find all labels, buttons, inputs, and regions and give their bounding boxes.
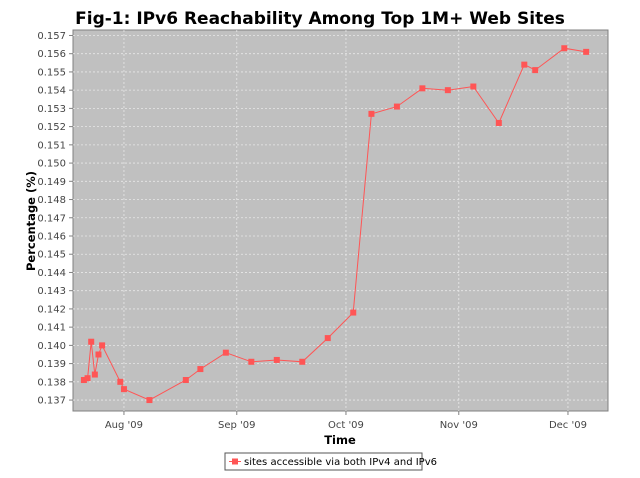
- legend-box: [224, 452, 423, 471]
- y-tick-label: 0.140: [37, 341, 66, 352]
- y-axis-label: Percentage (%): [24, 171, 38, 271]
- legend: sites accessible via both IPv4 and IPv6: [224, 452, 437, 471]
- plot-area: [72, 29, 609, 412]
- data-point: [561, 45, 568, 52]
- y-tick-label: 0.152: [37, 122, 66, 133]
- axes: 0.137 0.138 0.139 0.140 0.141 0.142 0.143 0.144…: [37, 31, 587, 431]
- y-tick-label: 0.154: [37, 86, 66, 97]
- y-tick-label: 0.138: [37, 377, 66, 388]
- data-point: [84, 375, 91, 382]
- data-point: [88, 338, 95, 345]
- y-tick-label: 0.145: [37, 250, 66, 261]
- x-tick-label: Sep '09: [218, 420, 256, 431]
- data-point: [80, 377, 87, 384]
- y-tick-label: 0.137: [37, 396, 66, 407]
- data-point: [91, 371, 98, 378]
- y-tick-label: 0.150: [37, 159, 66, 170]
- data-point: [583, 48, 590, 55]
- data-point: [532, 67, 539, 74]
- data-point: [197, 366, 204, 373]
- x-tick-label: Nov '09: [440, 420, 478, 431]
- y-tick-label: 0.151: [37, 140, 66, 151]
- y-tick-label: 0.143: [37, 286, 66, 297]
- data-point: [444, 87, 451, 94]
- y-tick-label: 0.146: [37, 231, 66, 242]
- series-layer: [80, 45, 590, 404]
- x-tick-label: Oct '09: [328, 420, 364, 431]
- x-axis-label: Time: [324, 433, 356, 447]
- data-point: [495, 119, 502, 126]
- x-tick-label: Dec '09: [549, 420, 587, 431]
- data-point: [146, 397, 153, 404]
- legend-marker: [232, 458, 238, 465]
- data-point: [117, 378, 124, 385]
- y-tick-label: 0.139: [37, 359, 66, 370]
- y-tick-label: 0.142: [37, 304, 66, 315]
- data-point: [182, 377, 189, 384]
- y-tick-label: 0.149: [37, 177, 66, 188]
- y-tick-label: 0.147: [37, 213, 66, 224]
- y-tick-label: 0.157: [37, 31, 66, 42]
- y-tick-label: 0.148: [37, 195, 66, 206]
- x-tick-label: Aug '09: [105, 420, 143, 431]
- data-point: [419, 85, 426, 92]
- data-point: [350, 309, 357, 316]
- data-point: [393, 103, 400, 110]
- data-point: [99, 342, 106, 349]
- y-tick-label: 0.141: [37, 323, 66, 334]
- data-point: [273, 356, 280, 363]
- data-point: [521, 61, 528, 68]
- data-point: [248, 358, 255, 365]
- y-tick-label: 0.144: [37, 268, 66, 279]
- data-point: [324, 335, 331, 342]
- data-point: [470, 83, 477, 90]
- data-point: [120, 386, 127, 393]
- y-tick-label: 0.156: [37, 49, 66, 60]
- data-point: [299, 358, 306, 365]
- chart-title: Fig-1: IPv6 Reachability Among Top 1M+ W…: [75, 9, 565, 29]
- data-point: [368, 110, 375, 117]
- data-point: [95, 351, 102, 358]
- data-point: [222, 349, 229, 356]
- y-tick-label: 0.153: [37, 104, 66, 115]
- legend-label: sites accessible via both IPv4 and IPv6: [244, 457, 437, 468]
- y-tick-label: 0.155: [37, 67, 66, 78]
- grid-lines: [73, 30, 608, 411]
